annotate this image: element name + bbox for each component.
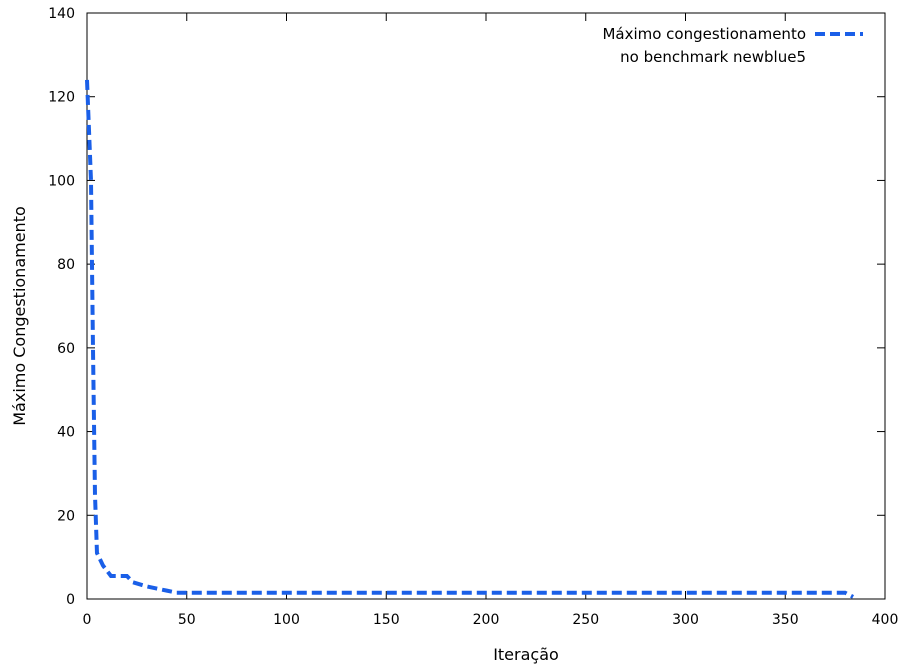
x-tick-label: 400 [872,612,899,628]
series-line [85,79,855,599]
x-tick-label: 0 [83,612,92,628]
y-tick-label: 80 [57,257,75,273]
y-tick-label: 60 [57,341,75,357]
legend: Máximo congestionamento no benchmark new… [602,25,863,66]
x-tick-label: 50 [178,612,196,628]
plot-frame [86,12,886,600]
y-tick-label: 140 [48,6,75,22]
x-tick-label: 200 [473,612,500,628]
x-tick-label: 100 [273,612,300,628]
y-axis-title: Máximo Congestionamento [10,206,29,426]
x-axis-title: Iteração [493,645,559,664]
legend-label-line-2: no benchmark newblue5 [620,48,806,66]
legend-label-line-1: Máximo congestionamento [602,25,806,43]
y-tick-label: 0 [66,592,75,608]
x-tick-label: 250 [572,612,599,628]
x-tick-label: 300 [672,612,699,628]
x-tick-label: 350 [772,612,799,628]
y-tick-label: 120 [48,90,75,106]
y-tick-label: 20 [57,508,75,524]
series-layer [85,79,855,599]
tick-layer: 0 50 100 150 200 250 300 350 400 0 20 40 60 80 100 120 1… [48,6,898,628]
x-tick-label: 150 [373,612,400,628]
y-tick-label: 100 [48,173,75,189]
y-tick-label: 40 [57,425,75,441]
